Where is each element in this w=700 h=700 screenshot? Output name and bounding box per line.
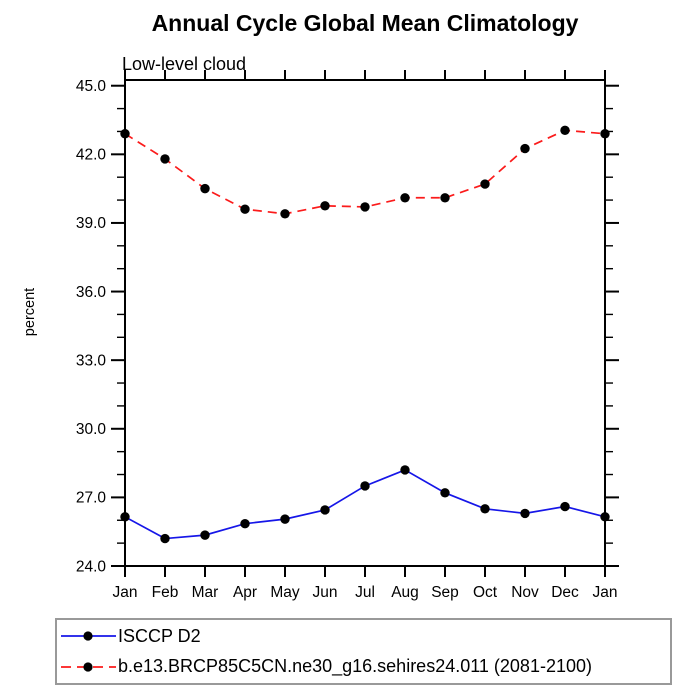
data-point-marker	[480, 504, 490, 514]
y-tick-label: 39.0	[76, 215, 107, 232]
x-tick-label: Nov	[511, 584, 539, 601]
series-line-1	[124, 129, 606, 215]
chart-title: Annual Cycle Global Mean Climatology	[152, 10, 579, 36]
x-tick-label: Apr	[233, 584, 257, 601]
x-tick-label: Jan	[593, 584, 618, 601]
y-tick-label: 24.0	[76, 558, 107, 575]
x-tick-label: May	[270, 584, 300, 601]
data-point-marker	[480, 179, 490, 189]
series-line-0	[124, 469, 606, 540]
legend-marker-dot	[83, 631, 93, 641]
data-point-marker	[520, 508, 530, 519]
x-tick-label: Jul	[355, 584, 375, 601]
x-tick-label: Jun	[313, 584, 338, 601]
plot-box	[124, 79, 606, 567]
data-point-marker	[120, 129, 130, 139]
data-point-marker	[360, 481, 370, 491]
x-tick-label: Mar	[192, 584, 219, 601]
x-tick-label: Feb	[152, 584, 179, 601]
y-axis-label: percent	[22, 288, 38, 336]
data-point-marker	[560, 125, 570, 136]
y-tick-label: 36.0	[76, 284, 107, 301]
data-point-marker	[160, 533, 170, 544]
y-tick-label: 45.0	[76, 78, 107, 95]
legend-label-model: b.e13.BRCP85C5CN.ne30_g16.sehires24.011 …	[118, 656, 592, 677]
data-point-marker	[120, 512, 130, 522]
data-point-marker	[520, 143, 530, 154]
legend-row-model: b.e13.BRCP85C5CN.ne30_g16.sehires24.011 …	[60, 653, 670, 681]
chart-subtitle: Low-level cloud	[122, 54, 246, 74]
legend-key-observation	[61, 631, 116, 641]
legend-label-observation: ISCCP D2	[118, 625, 201, 646]
data-point-marker	[240, 518, 250, 529]
data-point-marker	[160, 154, 170, 164]
data-point-marker	[440, 488, 450, 498]
x-tick-label: Oct	[473, 584, 498, 601]
legend-row-observation: ISCCP D2	[60, 622, 670, 650]
data-point-marker	[360, 202, 370, 212]
y-tick-label: 30.0	[76, 421, 107, 438]
y-tick-label: 33.0	[76, 352, 107, 369]
data-point-marker	[280, 209, 290, 219]
x-tick-label: Jan	[113, 584, 138, 601]
data-point-marker	[200, 183, 210, 194]
y-tick-label: 27.0	[76, 490, 107, 507]
x-tick-label: Dec	[551, 584, 579, 601]
data-point-marker	[280, 514, 290, 524]
data-point-marker	[320, 505, 330, 515]
y-tick-label: 42.0	[76, 147, 107, 164]
plot-area: 24.0 27.0 30.0 33.0 36.0 39.0 42.0 45.0 Jan Feb Ma…	[76, 70, 619, 601]
x-tick-label: Sep	[431, 584, 459, 601]
x-tick-label: Aug	[391, 584, 419, 601]
data-point-marker	[560, 501, 570, 512]
data-point-marker	[240, 204, 250, 214]
data-point-marker	[600, 129, 610, 139]
data-point-marker	[320, 201, 330, 211]
legend-key-model	[61, 662, 116, 672]
data-point-marker	[440, 193, 450, 203]
data-point-marker	[400, 465, 410, 475]
data-point-marker	[400, 193, 410, 203]
data-point-marker	[200, 530, 210, 540]
data-point-marker	[600, 512, 610, 522]
legend: ISCCP D2 b.e13.BRCP85C5CN.ne30_g16.sehir…	[55, 618, 672, 685]
legend-marker-dot	[83, 662, 93, 672]
